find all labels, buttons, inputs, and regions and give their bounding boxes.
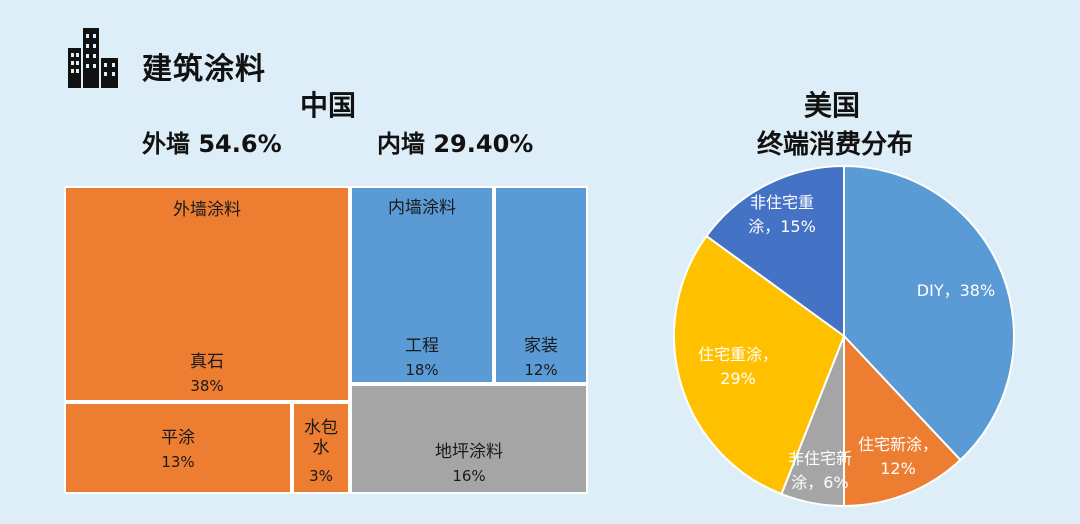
treemap-label-gongcheng: 工程: [405, 336, 439, 356]
pie-label-4: 非住宅重: [750, 193, 814, 212]
treemap-cell-floor: 地坪涂料 16%: [350, 384, 588, 494]
pie-slice-4: [705, 164, 845, 338]
treemap-cell-shuibaoshui: 水包水 3%: [292, 402, 350, 494]
treemap-chart: 外墙涂料 真石 38% 平涂 13% 水包水 3% 内墙涂料 工程 18% 家装…: [64, 186, 588, 494]
treemap-group-label-exterior: 外墙涂料: [173, 200, 241, 220]
pie-label-2: 非住宅新: [788, 449, 852, 468]
pie-label-line2-2: 涂，6%: [791, 473, 848, 492]
treemap-cell-jiazhuang: 家装 12%: [494, 186, 588, 384]
china-title: 中国: [300, 89, 357, 122]
treemap-label-pingtu: 平涂: [161, 428, 195, 448]
treemap-value-pingtu: 13%: [161, 453, 195, 471]
treemap-value-gongcheng: 18%: [405, 361, 439, 379]
pie-label-0: DIY，38%: [917, 281, 995, 300]
pie-label-line2-4: 涂，15%: [748, 217, 816, 236]
pie-slice-1: [843, 333, 962, 508]
treemap-value-shuibaoshui: 3%: [309, 467, 333, 485]
pie-slice-0: [843, 164, 1015, 462]
treemap-label-jiazhuang: 家装: [524, 336, 558, 356]
usa-subtitle: 终端消费分布: [757, 130, 914, 160]
pie-slice-3: [673, 234, 846, 496]
treemap-value-zhenshi: 38%: [190, 377, 224, 395]
pie-label-3: 住宅重涂，: [698, 345, 778, 364]
usa-title: 美国: [804, 89, 861, 122]
pie-label-line2-1: 12%: [880, 459, 916, 478]
treemap-group-label-interior: 内墙涂料: [388, 198, 456, 218]
exterior-stat: 外墙 54.6%: [142, 130, 282, 158]
treemap-cell-exterior: 外墙涂料 真石 38%: [64, 186, 350, 402]
treemap-value-floor: 16%: [452, 467, 486, 485]
section-title: 建筑涂料: [142, 52, 266, 87]
building-icon: [68, 28, 118, 88]
treemap-cell-gongcheng: 内墙涂料 工程 18%: [350, 186, 494, 384]
interior-stat: 内墙 29.40%: [377, 130, 534, 158]
pie-label-line2-3: 29%: [720, 369, 756, 388]
treemap-label-zhenshi: 真石: [190, 352, 224, 372]
treemap-label-shuibaoshui: 水包水: [304, 418, 338, 458]
pie-label-1: 住宅新涂，: [858, 435, 938, 454]
treemap-value-jiazhuang: 12%: [524, 361, 558, 379]
treemap-cell-pingtu: 平涂 13%: [64, 402, 292, 494]
treemap-label-floor: 地坪涂料: [435, 442, 503, 462]
